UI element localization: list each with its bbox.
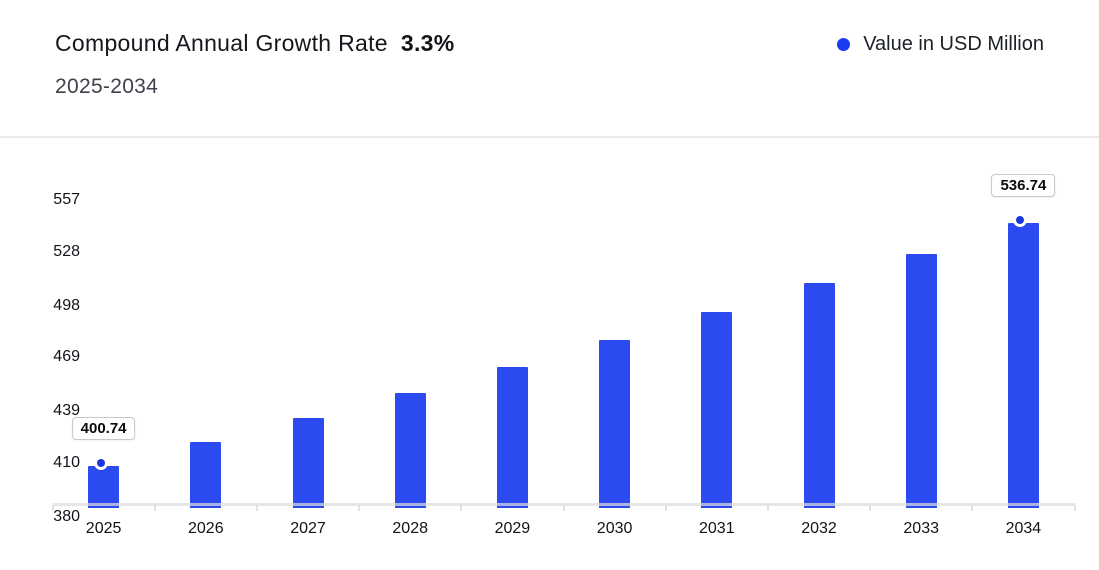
header-divider [0,136,1099,138]
legend-dot-icon [837,38,851,51]
chart-title-text: Compound Annual Growth Rate [55,30,388,56]
bar-2031[interactable] [701,311,733,509]
page-title: Compound Annual Growth Rate 3.3% [55,30,454,57]
y-tick-label: 557 [53,191,80,209]
axis-tick [562,505,565,511]
axis-tick [1073,505,1076,511]
chart-subtitle: 2025-2034 [55,75,159,98]
growth-rate-value: 3.3% [400,30,455,56]
y-tick-label: 469 [53,348,80,366]
x-tick-label: 2032 [801,520,837,537]
axis-tick [153,505,156,511]
value-marker-dot[interactable] [1013,212,1028,227]
x-tick-label: 2033 [903,520,939,537]
y-tick-label: 528 [53,243,80,261]
y-tick-label: 380 [53,507,80,525]
bar-2026[interactable] [190,442,222,509]
bar-2034[interactable] [1007,222,1039,509]
value-label-box: 400.74 [71,416,136,440]
value-marker-dot[interactable] [93,455,108,470]
legend-item[interactable]: Value in USD Million [837,33,1044,56]
x-axis-line [52,503,1075,506]
value-label-box: 536.74 [991,173,1056,197]
bar-2025[interactable] [88,465,120,509]
bar-2030[interactable] [599,339,631,509]
x-tick-label: 2030 [596,520,633,537]
y-tick-label: 410 [53,453,80,471]
y-tick-label: 439 [53,402,80,420]
x-tick-label: 2029 [494,520,531,537]
axis-tick [255,505,258,511]
axis-tick [869,505,872,511]
x-tick-label: 2027 [290,520,326,537]
axis-tick [51,505,54,511]
x-tick-label: 2034 [1005,520,1042,537]
bar-2027[interactable] [292,417,324,509]
axis-tick [766,505,769,511]
bar-2029[interactable] [496,366,528,509]
x-tick-label: 2031 [699,520,735,537]
axis-tick [358,505,361,511]
axis-tick [971,505,974,511]
x-tick-label: 2026 [188,520,224,537]
y-tick-label: 498 [53,296,80,314]
x-tick-label: 2025 [85,520,122,537]
axis-tick [664,505,667,511]
bar-2028[interactable] [394,392,426,509]
bar-2032[interactable] [803,283,835,509]
bar-2033[interactable] [905,253,937,509]
legend-label: Value in USD Million [863,33,1044,55]
axis-tick [460,505,463,511]
x-tick-label: 2028 [392,520,428,537]
